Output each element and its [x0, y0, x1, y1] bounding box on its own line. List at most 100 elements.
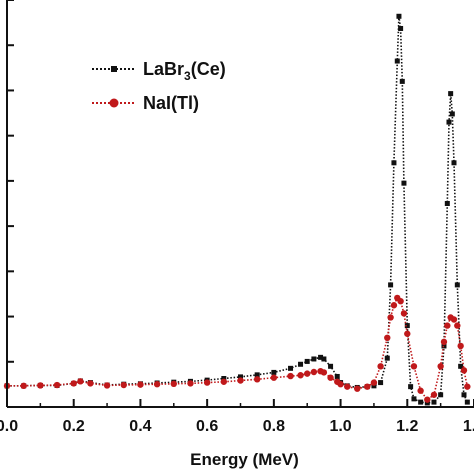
data-point	[450, 316, 458, 323]
x-axis-title: Energy (MeV)	[190, 450, 299, 469]
data-point	[461, 392, 467, 398]
data-point	[387, 314, 394, 321]
data-point	[237, 377, 244, 384]
data-point	[446, 119, 452, 125]
data-point	[397, 297, 404, 305]
data-point	[311, 356, 317, 362]
data-point	[396, 13, 402, 19]
data-point	[318, 354, 324, 360]
legend-entry-labbr3: LaBr3(Ce)	[92, 59, 226, 83]
data-point	[77, 378, 84, 385]
data-point	[37, 382, 44, 389]
x-tick-label: 1.2	[396, 418, 418, 435]
data-point	[431, 399, 437, 405]
data-point	[449, 111, 455, 117]
data-point	[378, 380, 384, 386]
data-point	[417, 387, 424, 394]
data-point	[253, 376, 261, 383]
data-point	[120, 381, 127, 389]
data-point	[20, 382, 27, 390]
series-labbr3	[4, 13, 470, 406]
data-point	[221, 376, 227, 382]
data-point	[398, 25, 404, 31]
x-tick-label: 0.6	[196, 418, 218, 435]
data-point	[137, 381, 144, 388]
data-point	[451, 160, 457, 166]
data-point	[187, 380, 194, 387]
data-point	[424, 400, 430, 406]
x-tick-label: 1.0	[329, 418, 351, 435]
data-point	[390, 302, 398, 309]
data-point	[170, 380, 177, 388]
data-point	[418, 399, 424, 405]
data-point	[400, 310, 408, 317]
legend: LaBr3(Ce) NaI(Tl)	[92, 59, 226, 113]
data-point	[411, 396, 417, 402]
data-point	[287, 372, 294, 380]
data-point	[464, 383, 471, 390]
legend-marker-square-icon	[111, 66, 117, 72]
data-point	[321, 356, 327, 362]
data-point	[404, 323, 410, 329]
data-point	[388, 282, 394, 288]
data-point	[438, 392, 444, 398]
x-tick-label: 1.4	[463, 418, 474, 435]
data-point	[87, 380, 94, 387]
data-point	[70, 380, 77, 387]
data-point	[460, 367, 468, 374]
data-point	[399, 78, 405, 84]
data-point	[304, 370, 311, 377]
data-point	[238, 374, 243, 380]
data-point	[394, 58, 400, 64]
data-point	[371, 383, 377, 389]
data-point	[254, 372, 260, 378]
data-point	[53, 381, 61, 389]
series-layer	[3, 13, 471, 406]
data-point	[408, 384, 414, 390]
data-point	[203, 379, 211, 386]
data-point	[448, 91, 454, 97]
data-point	[444, 201, 450, 206]
x-tick-label: 0.8	[263, 418, 285, 435]
data-point	[271, 369, 277, 375]
data-point	[457, 342, 464, 350]
data-point	[304, 358, 310, 364]
legend-marker-circle-icon	[109, 98, 119, 108]
legend-label-nai: NaI(Tl)	[143, 93, 199, 113]
data-point	[320, 369, 328, 376]
data-point	[288, 365, 294, 371]
data-point	[391, 160, 397, 166]
data-point	[430, 391, 438, 398]
data-point	[334, 373, 340, 379]
data-point	[384, 334, 391, 342]
x-tick-label: 0.2	[63, 418, 85, 435]
data-point	[454, 282, 460, 288]
data-point	[384, 355, 390, 361]
data-point	[310, 368, 318, 376]
data-point	[327, 374, 334, 381]
data-point	[364, 383, 371, 390]
data-point	[297, 372, 304, 379]
legend-label-labbr3: LaBr3(Ce)	[143, 59, 226, 83]
data-point	[437, 363, 444, 370]
data-point	[328, 363, 334, 369]
series-line	[7, 16, 469, 404]
data-point	[424, 396, 431, 403]
data-point	[153, 381, 161, 388]
axes-layer: 0.0 0.2 0.4 0.6 0.8 1.0 1.2 1.4	[0, 0, 474, 435]
data-point	[377, 363, 384, 370]
data-point	[298, 361, 304, 367]
data-point	[440, 338, 448, 346]
data-point	[454, 322, 461, 329]
data-point	[410, 363, 418, 370]
data-point	[354, 385, 361, 392]
data-point	[464, 399, 470, 405]
data-point	[220, 378, 228, 385]
x-tick-label: 0.4	[129, 418, 151, 435]
data-point	[401, 180, 407, 186]
data-point	[404, 330, 411, 337]
data-point	[344, 383, 351, 390]
legend-entry-nai: NaI(Tl)	[92, 93, 199, 113]
series-nai	[3, 294, 471, 403]
